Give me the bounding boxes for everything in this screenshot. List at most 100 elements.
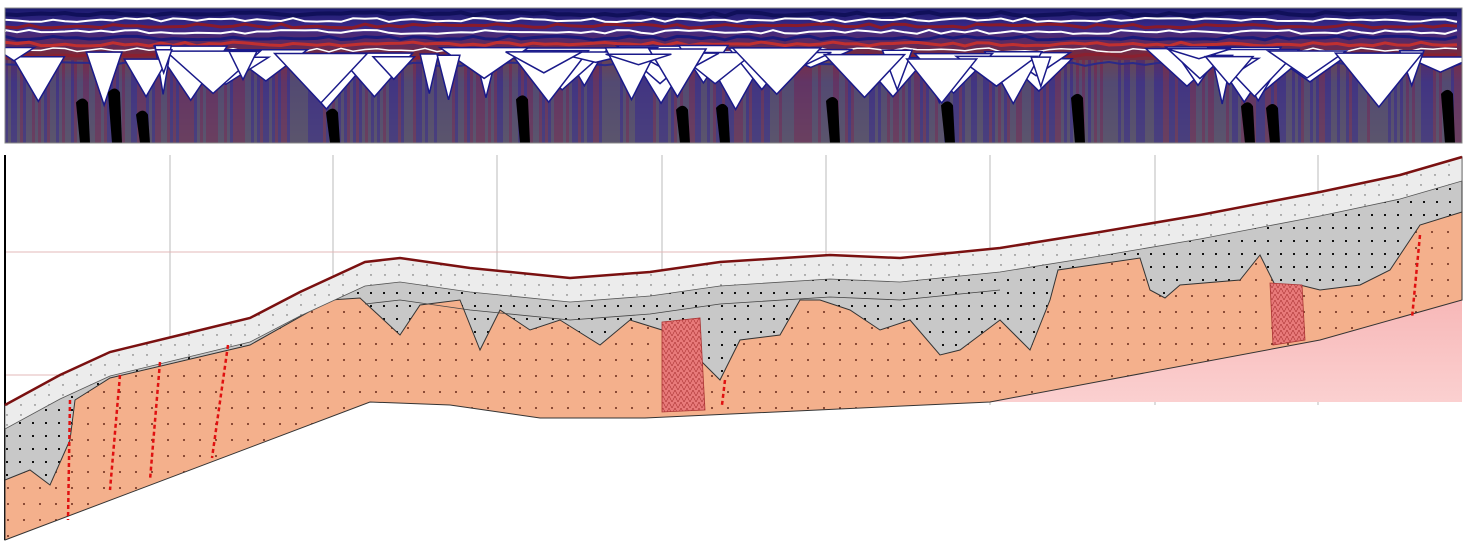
radargram-trace xyxy=(1145,60,1148,143)
radargram-trace xyxy=(1130,60,1133,143)
radargram-trace xyxy=(1337,60,1340,143)
radargram-trace xyxy=(497,60,500,143)
radargram-trace xyxy=(806,60,809,143)
radargram-trace xyxy=(125,60,128,143)
radargram-trace xyxy=(17,60,20,143)
radargram-trace xyxy=(1088,60,1091,143)
radargram-trace xyxy=(818,60,821,143)
radargram-trace xyxy=(1103,60,1106,143)
radargram-trace xyxy=(593,60,596,143)
radargram-trace xyxy=(65,60,68,143)
radargram-trace xyxy=(812,60,815,143)
radargram-trace xyxy=(68,60,71,143)
radargram-trace xyxy=(1097,60,1100,143)
radargram-trace xyxy=(1163,60,1166,143)
radargram-trace xyxy=(416,60,419,143)
radargram-trace xyxy=(419,60,422,143)
radargram-trace xyxy=(614,60,617,143)
anomaly-zone xyxy=(1270,283,1305,345)
radargram-trace xyxy=(1457,60,1460,143)
radargram-trace xyxy=(14,60,17,143)
radargram-trace xyxy=(1346,60,1349,143)
radargram-trace xyxy=(8,60,11,143)
radargram-trace xyxy=(1112,60,1115,143)
radargram-trace xyxy=(509,60,512,143)
radargram-trace xyxy=(1127,60,1130,143)
radargram-trace xyxy=(1151,60,1154,143)
anomaly-zone xyxy=(662,318,705,412)
radargram-trace xyxy=(1121,60,1124,143)
radargram-trace xyxy=(74,60,77,143)
radargram-trace xyxy=(1433,60,1436,143)
radargram-trace xyxy=(410,60,413,143)
radargram-trace xyxy=(512,60,515,143)
radargram-trace xyxy=(608,60,611,143)
radargram-trace xyxy=(1325,60,1328,143)
radargram-trace xyxy=(470,60,473,143)
radargram-trace xyxy=(287,60,290,143)
radargram-trace xyxy=(128,60,131,143)
radargram-trace xyxy=(1289,60,1292,143)
radargram-trace xyxy=(1133,60,1136,143)
radargram-trace xyxy=(1292,60,1295,143)
radargram-trace xyxy=(605,60,608,143)
radargram-trace xyxy=(1331,60,1334,143)
radargram-trace xyxy=(1421,60,1424,143)
radargram-trace xyxy=(506,60,509,143)
radargram-trace xyxy=(1091,60,1094,143)
radargram-trace xyxy=(494,60,497,143)
radargram-trace xyxy=(89,60,92,143)
radargram-trace xyxy=(1334,60,1337,143)
radargram-trace xyxy=(248,60,251,143)
radargram-trace xyxy=(1436,60,1439,143)
radargram-trace xyxy=(1124,60,1127,143)
radargram-trace xyxy=(599,60,602,143)
radargram-trace xyxy=(1340,60,1343,143)
radargram-trace xyxy=(404,60,407,143)
radargram-trace xyxy=(1418,60,1421,143)
figure xyxy=(0,0,1472,542)
radargram-trace xyxy=(458,60,461,143)
radargram-trace xyxy=(281,60,284,143)
radargram-trace xyxy=(71,60,74,143)
radargram-trace xyxy=(1157,60,1160,143)
radargram-trace xyxy=(1142,60,1145,143)
radargram-trace xyxy=(1067,60,1070,143)
radargram-trace xyxy=(602,60,605,143)
page: (() => { const data = JSON.parse(documen… xyxy=(0,0,1472,542)
radargram-trace xyxy=(461,60,464,143)
radargram-trace xyxy=(800,60,803,143)
radargram-trace xyxy=(59,60,62,143)
radargram-trace xyxy=(11,60,14,143)
radargram-trace xyxy=(1094,60,1097,143)
radargram-trace xyxy=(1343,60,1346,143)
radargram-trace xyxy=(1118,60,1121,143)
radargram-trace xyxy=(611,60,614,143)
radargram-trace xyxy=(596,60,599,143)
radargram-trace xyxy=(1136,60,1139,143)
radargram-trace xyxy=(62,60,65,143)
radargram-trace xyxy=(1061,60,1064,143)
radargram-trace xyxy=(413,60,416,143)
radargram-trace xyxy=(1424,60,1427,143)
radargram-trace xyxy=(1154,60,1157,143)
radargram-trace xyxy=(1100,60,1103,143)
radargram-trace xyxy=(1208,60,1211,143)
cross-section xyxy=(5,157,1462,540)
radargram-trace xyxy=(1427,60,1430,143)
radargram-trace xyxy=(500,60,503,143)
radargram-trace xyxy=(407,60,410,143)
radargram-trace xyxy=(1211,60,1214,143)
radargram-trace xyxy=(1430,60,1433,143)
radargram-trace xyxy=(809,60,812,143)
radargram-trace xyxy=(467,60,470,143)
radargram-trace xyxy=(1328,60,1331,143)
radargram-trace xyxy=(278,60,281,143)
radargram-trace xyxy=(1148,60,1151,143)
radargram-trace xyxy=(1085,60,1088,143)
radargram-trace xyxy=(503,60,506,143)
radargram-trace xyxy=(437,60,440,143)
radargram-trace xyxy=(401,60,404,143)
radargram-trace xyxy=(56,60,59,143)
radargram-trace xyxy=(464,60,467,143)
